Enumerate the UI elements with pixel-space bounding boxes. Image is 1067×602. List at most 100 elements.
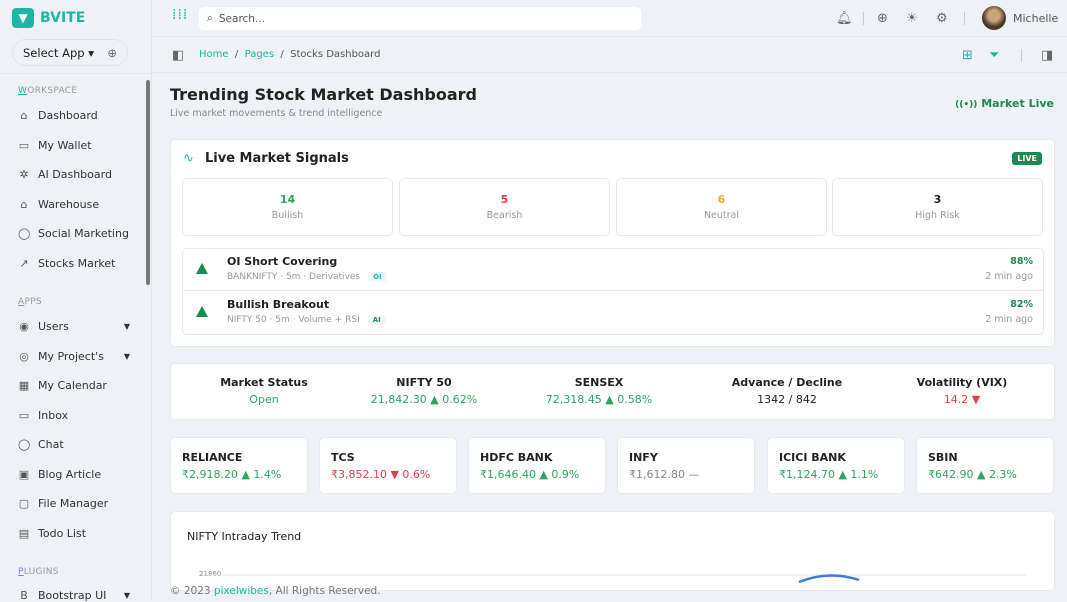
sidebar-item-inbox[interactable]: ▭ Inbox <box>18 409 130 422</box>
sidebar-item-icon: ◉ <box>19 320 29 333</box>
divider <box>863 12 864 25</box>
series-line <box>798 574 860 584</box>
avatar[interactable] <box>982 6 1006 30</box>
sidebar-item-label: My Calendar <box>38 379 107 392</box>
sidebar-item-my-wallet[interactable]: ▭ My Wallet <box>18 139 130 152</box>
sidebar-item-icon: ▭ <box>18 409 30 422</box>
apps-grid-icon[interactable]: ⁞⁞⁞ <box>172 7 189 23</box>
logo-icon: ▼ <box>12 8 34 28</box>
live-badge: LIVE <box>1012 152 1042 165</box>
list-item[interactable]: Bullish Breakout NIFTY 50 · 5m · Volume … <box>182 291 1044 334</box>
footer-link[interactable]: pixelwibes <box>213 585 269 597</box>
signal-list <box>182 248 1044 335</box>
brand-name: BVITE <box>40 10 86 26</box>
sidebar-item-label: AI Dashboard <box>38 168 112 181</box>
sidebar-item-label: File Manager <box>38 497 109 510</box>
section-plugins: PLUGINS <box>18 567 59 577</box>
search-placeholder: Search... <box>218 12 265 25</box>
list-item[interactable]: OI Short Covering BANKNIFTY · 5m · Deriv… <box>182 248 1044 291</box>
caret-down-icon[interactable]: ▼ <box>123 352 130 361</box>
sidebar-item-bootstrap-ui[interactable]: B Bootstrap UI ▼ <box>18 589 130 602</box>
stat-bearish: 5 Bearish <box>399 178 610 236</box>
panel-toggle-icon[interactable]: ◨ <box>1041 48 1054 63</box>
caret-down-icon[interactable]: ▼ <box>123 591 130 600</box>
sidebar-item-icon: ▭ <box>18 139 30 152</box>
sidebar-item-label: Chat <box>38 438 64 451</box>
brand-logo[interactable]: ▼ BVITE <box>12 8 85 28</box>
market-live-indicator: ((•)) Market Live <box>955 97 1054 110</box>
live-market-signals-card: ∿ Live Market Signals LIVE 14 Bullish 5 Be… <box>170 139 1055 347</box>
sidebar-item-icon: ◎ <box>19 350 29 363</box>
user-name[interactable]: Michelle <box>1013 12 1059 25</box>
page-title: Trending Stock Market Dashboard <box>170 85 477 104</box>
breadcrumb-current: Stocks Dashboard <box>290 49 381 60</box>
globe-icon[interactable]: ⊕ <box>877 11 888 26</box>
card-title: Live Market Signals <box>205 151 349 166</box>
section-apps: APPS <box>18 297 42 307</box>
sidebar-item-label: Warehouse <box>38 198 100 211</box>
stock-card[interactable]: ICICI BANK ₹1,124.70 ▲ 1.1% <box>767 437 905 494</box>
sidebar-item-social-marketing[interactable]: ◯ Social Marketing <box>18 227 130 240</box>
up-triangle-icon <box>196 306 208 317</box>
gear-icon[interactable]: ⚙ <box>936 11 948 26</box>
select-app-label: Select App <box>23 45 85 60</box>
sidebar-item-my-project-s[interactable]: ◎ My Project's ▼ <box>18 350 130 363</box>
sidebar-item-label: Bootstrap UI <box>38 589 107 602</box>
market-overview-card: Market Status Open NIFTY 50 21,842.30 ▲ 0.… <box>170 363 1055 420</box>
stat-high-risk: 3 High Risk <box>832 178 1043 236</box>
sidebar-item-blog-article[interactable]: ▣ Blog Article <box>18 468 130 481</box>
sidebar-item-label: My Project's <box>38 350 104 363</box>
sidebar-item-icon: ✲ <box>19 168 29 181</box>
sidebar-item-label: Inbox <box>38 409 69 422</box>
stock-card[interactable]: SBIN ₹642.90 ▲ 2.3% <box>916 437 1054 494</box>
search-input[interactable]: ⌕ Search... <box>199 7 641 30</box>
search-icon: ⌕ <box>207 12 213 24</box>
tag-badge: OI <box>368 272 387 282</box>
stock-card[interactable]: HDFC BANK ₹1,646.40 ▲ 0.9% <box>468 437 606 494</box>
notification-bell-icon[interactable]: 🔔︎ <box>836 11 853 26</box>
sidebar-item-my-calendar[interactable]: ▦ My Calendar <box>18 379 130 392</box>
sidebar: ▼ BVITE Select App ▾ ⊕ WORKSPACE APPS PLUG… <box>0 0 152 602</box>
breadcrumb-pages[interactable]: Pages <box>244 49 275 60</box>
sidebar-scrollbar[interactable] <box>146 80 150 285</box>
select-app-dropdown[interactable]: Select App ▾ ⊕ <box>12 39 128 66</box>
stock-card[interactable]: INFY ₹1,612.80 — <box>617 437 755 494</box>
sidebar-item-chat[interactable]: ◯ Chat <box>18 438 130 451</box>
sidebar-item-icon: ▦ <box>18 379 30 392</box>
add-circle-icon[interactable]: ⊕ <box>107 45 117 60</box>
stat-bullish: 14 Bullish <box>182 178 393 236</box>
filter-icon[interactable]: ⏷ <box>989 48 1000 63</box>
sidebar-item-users[interactable]: ◉ Users ▼ <box>18 320 130 333</box>
broadcast-icon: ((•)) <box>955 100 978 110</box>
sidebar-item-warehouse[interactable]: ⌂ Warehouse <box>18 198 130 211</box>
volatility-vix: Volatility (VIX) 14.2 ▼ <box>916 376 1008 406</box>
footer: © 2023 pixelwibes, All Rights Reserved. <box>170 585 381 597</box>
sidebar-item-icon: ▣ <box>18 468 30 481</box>
chart-plot <box>204 574 1026 584</box>
stock-card[interactable]: RELIANCE ₹2,918.20 ▲ 1.4% <box>170 437 308 494</box>
sidebar-item-stocks-market[interactable]: ↗ Stocks Market <box>18 257 130 270</box>
advance-decline: Advance / Decline 1342 / 842 <box>731 376 843 406</box>
sensex: SENSEX 72,318.45 ▲ 0.58% <box>545 376 653 406</box>
sidebar-item-dashboard[interactable]: ⌂ Dashboard <box>18 109 130 122</box>
divider <box>964 12 965 25</box>
market-status: Market Status Open <box>220 376 308 406</box>
add-square-icon[interactable]: ⊞ <box>962 48 973 63</box>
nifty50: NIFTY 50 21,842.30 ▲ 0.62% <box>370 376 478 406</box>
chart-title: NIFTY Intraday Trend <box>187 530 302 543</box>
stock-card[interactable]: TCS ₹3,852.10 ▼ 0.6% <box>319 437 457 494</box>
sidebar-item-icon: ▤ <box>18 527 30 540</box>
sidebar-toggle-icon[interactable]: ◧ <box>172 48 185 63</box>
sun-icon[interactable]: ☀ <box>906 11 918 26</box>
caret-down-icon: ▾ <box>88 45 95 60</box>
breadcrumb-home[interactable]: Home <box>199 49 229 60</box>
nifty-intraday-chart-card: NIFTY Intraday Trend 21860 <box>170 511 1055 591</box>
caret-down-icon[interactable]: ▼ <box>123 322 130 331</box>
divider <box>0 73 152 74</box>
sidebar-item-file-manager[interactable]: ▢ File Manager <box>18 497 130 510</box>
sidebar-item-ai-dashboard[interactable]: ✲ AI Dashboard <box>18 168 130 181</box>
stat-neutral: 6 Neutral <box>616 178 827 236</box>
sidebar-item-icon: ⌂ <box>20 198 28 211</box>
sidebar-item-todo-list[interactable]: ▤ Todo List <box>18 527 130 540</box>
pulse-icon: ∿ <box>183 151 194 166</box>
